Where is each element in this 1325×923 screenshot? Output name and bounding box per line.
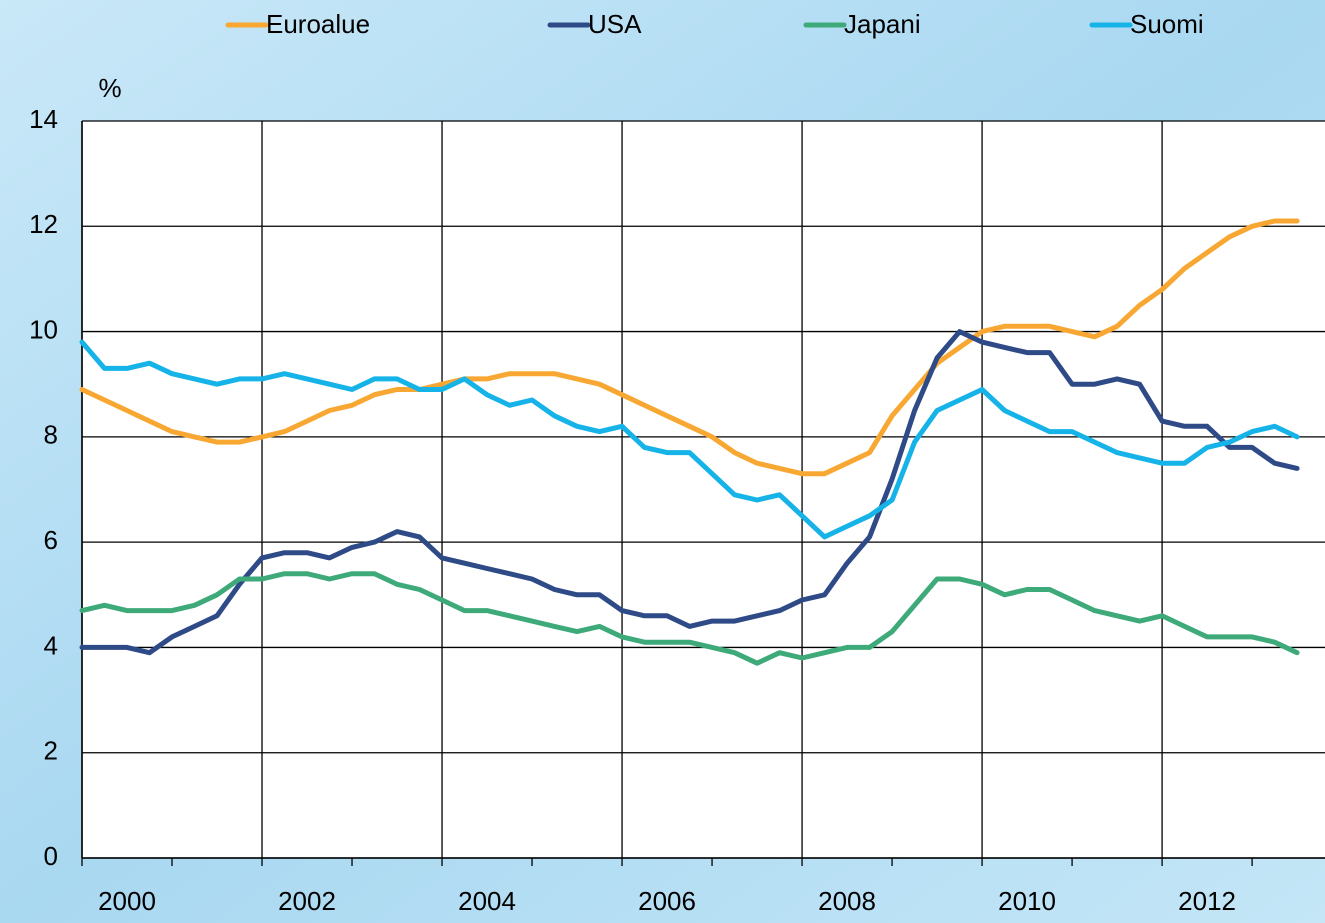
legend-label: USA bbox=[588, 9, 642, 39]
y-tick-label: 12 bbox=[29, 209, 58, 239]
y-tick-label: 14 bbox=[29, 104, 58, 134]
y-axis-unit: % bbox=[98, 73, 121, 103]
x-tick-label: 2004 bbox=[458, 886, 516, 916]
series-line bbox=[79, 329, 1300, 656]
x-tick-label: 2002 bbox=[278, 886, 336, 916]
plot-area bbox=[82, 121, 1325, 858]
x-tick-label: 2006 bbox=[638, 886, 696, 916]
legend-label: Japani bbox=[844, 9, 921, 39]
series-line bbox=[79, 218, 1300, 477]
y-tick-label: 2 bbox=[44, 736, 58, 766]
x-tick-label: 2012 bbox=[1178, 886, 1236, 916]
series-line bbox=[79, 571, 1300, 666]
y-tick-label: 6 bbox=[44, 525, 58, 555]
y-tick-label: 4 bbox=[44, 630, 58, 660]
legend-label: Suomi bbox=[1130, 9, 1204, 39]
y-tick-label: 8 bbox=[44, 420, 58, 450]
series-line bbox=[79, 339, 1300, 540]
x-tick-label: 2000 bbox=[98, 886, 156, 916]
legend-label: Euroalue bbox=[266, 9, 370, 39]
x-tick-label: 2010 bbox=[998, 886, 1056, 916]
x-tick-label: 2008 bbox=[818, 886, 876, 916]
y-tick-label: 0 bbox=[44, 841, 58, 871]
y-tick-label: 10 bbox=[29, 314, 58, 344]
